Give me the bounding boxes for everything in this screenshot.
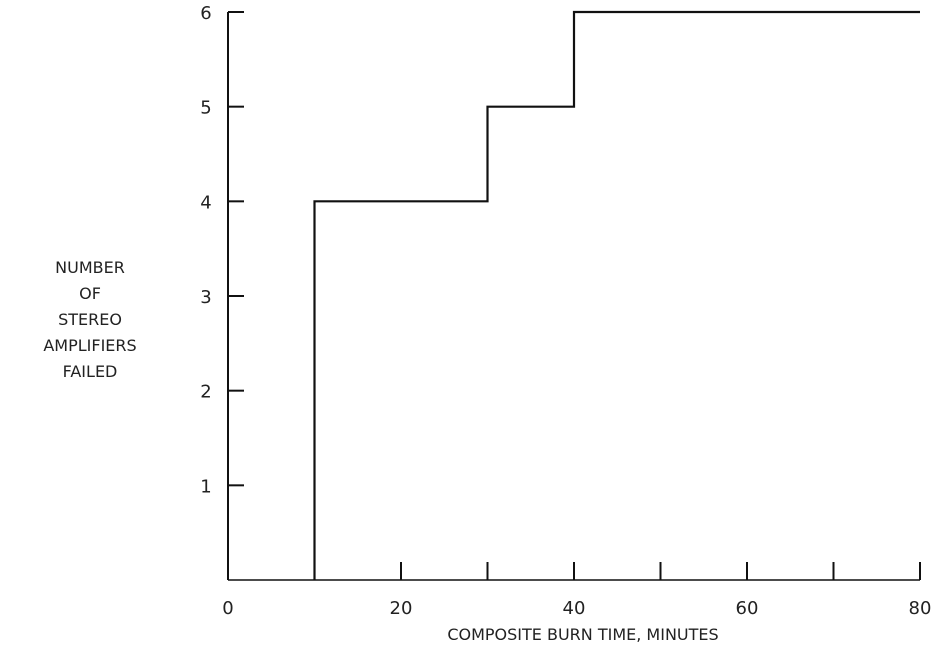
y-tick-label-1: 1 <box>200 476 211 497</box>
y-tick-label-2: 2 <box>200 382 211 403</box>
y-axis-title-line: STEREO <box>58 310 122 329</box>
x-tick-label-20: 20 <box>390 598 413 619</box>
y-tick-label-3: 3 <box>200 287 211 308</box>
y-axis-title-line: FAILED <box>63 362 118 381</box>
x-tick-label-60: 60 <box>736 598 759 619</box>
x-axis-title: COMPOSITE BURN TIME, MINUTES <box>447 625 718 644</box>
y-axis-title-line: OF <box>79 284 101 303</box>
y-tick-label-5: 5 <box>200 98 211 119</box>
y-tick-label-6: 6 <box>200 3 211 24</box>
y-tick-label-4: 4 <box>200 192 211 213</box>
failure-step-line <box>313 10 920 580</box>
y-axis-title: NUMBER OF STEREO AMPLIFIERS FAILED <box>43 258 136 381</box>
y-axis-title-line: NUMBER <box>55 258 125 277</box>
x-tick-label-80: 80 <box>909 598 932 619</box>
x-tick-label-40: 40 <box>563 598 586 619</box>
x-tick-label-0: 0 <box>222 598 233 619</box>
y-axis-title-line: AMPLIFIERS <box>43 336 136 355</box>
